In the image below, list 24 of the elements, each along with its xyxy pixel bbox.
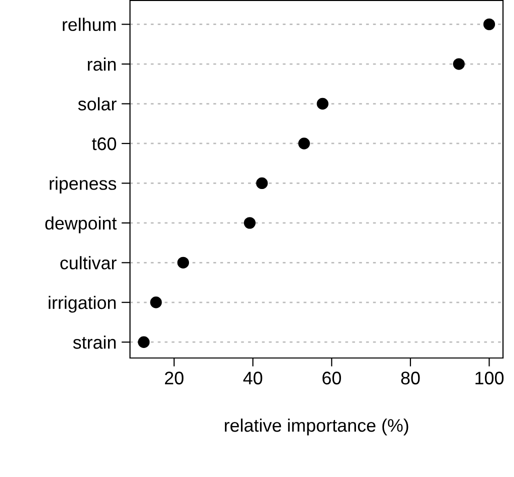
point [150, 296, 162, 308]
x-tick-label: 40 [243, 372, 262, 384]
y-tick-label: solar [78, 97, 117, 110]
x-tick-label: 60 [322, 372, 341, 384]
point [316, 98, 328, 110]
point [177, 256, 190, 269]
point [256, 177, 268, 190]
y-tick-label: ripeness [50, 176, 116, 194]
point [483, 18, 496, 30]
y-tick-label: dewpoint [45, 216, 117, 234]
point [298, 138, 310, 150]
x-tick-label: 20 [164, 372, 184, 384]
point [244, 217, 256, 229]
point [138, 336, 150, 348]
x-axis-title: relative importance (%) [224, 418, 408, 436]
x-tick-label: 80 [401, 372, 420, 384]
y-tick-label: rain [88, 57, 116, 71]
point [453, 58, 465, 70]
y-tick-label: t60 [92, 137, 116, 150]
y-tick-label: cultivar [60, 256, 117, 270]
y-tick-label: irrigation [48, 296, 116, 313]
y-tick-label: strain [73, 336, 116, 349]
x-tick-label: 100 [476, 372, 504, 384]
y-tick-label: relhum [62, 18, 116, 32]
